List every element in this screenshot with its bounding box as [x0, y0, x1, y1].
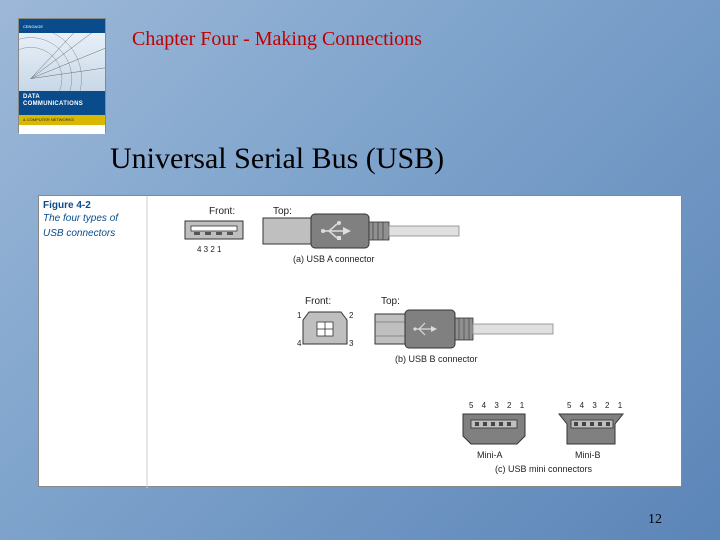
figure-number: Figure 4-2: [43, 200, 118, 211]
usb-b-pin4: 4: [297, 339, 302, 348]
book-publisher-band: CENGAGE: [19, 19, 105, 33]
usb-b-top-label: Top:: [381, 296, 400, 307]
mini-caption: (c) USB mini connectors: [495, 464, 593, 474]
book-subtitle: & COMPUTER NETWORKS: [19, 115, 105, 125]
book-bottom-band: [19, 125, 105, 134]
book-title-2: COMMUNICATIONS: [23, 101, 101, 108]
figure-svg: Front: Top: 4 3 2 1: [39, 196, 683, 488]
usb-a-pins: 4 3 2 1: [197, 245, 222, 254]
figure-label: Figure 4-2 The four types of USB connect…: [43, 200, 118, 240]
mini-b-pins: 5 4 3 2 1: [567, 401, 625, 410]
usb-a-caption: (a) USB A connector: [293, 254, 375, 264]
usb-b-pin2: 2: [349, 311, 354, 320]
usb-b-front: [303, 312, 347, 344]
mini-a-connector: [463, 414, 525, 444]
figure-caption-2: USB connectors: [43, 228, 118, 241]
usb-a-top-label: Top:: [273, 206, 292, 217]
usb-a-front-label: Front:: [209, 206, 235, 217]
page-heading: Universal Serial Bus (USB): [110, 142, 444, 176]
usb-b-top: [375, 310, 553, 348]
mini-a-label: Mini-A: [477, 450, 503, 460]
usb-b-pin3: 3: [349, 339, 354, 348]
usb-a-top: [263, 214, 459, 248]
book-cover: CENGAGE DATA COMMUNICATIONS & COMPUTER N…: [18, 18, 106, 133]
chapter-title: Chapter Four - Making Connections: [132, 28, 422, 51]
usb-b-front-label: Front:: [305, 296, 331, 307]
mini-b-label: Mini-B: [575, 450, 601, 460]
usb-b-pin1: 1: [297, 311, 302, 320]
usb-a-front: [185, 221, 243, 239]
figure-panel: Figure 4-2 The four types of USB connect…: [38, 195, 682, 487]
book-publisher: CENGAGE: [23, 24, 43, 29]
mini-b-connector: [559, 414, 623, 444]
book-title-band: DATA COMMUNICATIONS: [19, 91, 105, 115]
page-number: 12: [648, 512, 662, 528]
figure-caption-1: The four types of: [43, 213, 118, 226]
mini-a-pins: 5 4 3 2 1: [469, 401, 527, 410]
book-title-1: DATA: [23, 94, 101, 101]
book-cover-art: [19, 33, 105, 91]
usb-b-caption: (b) USB B connector: [395, 354, 478, 364]
